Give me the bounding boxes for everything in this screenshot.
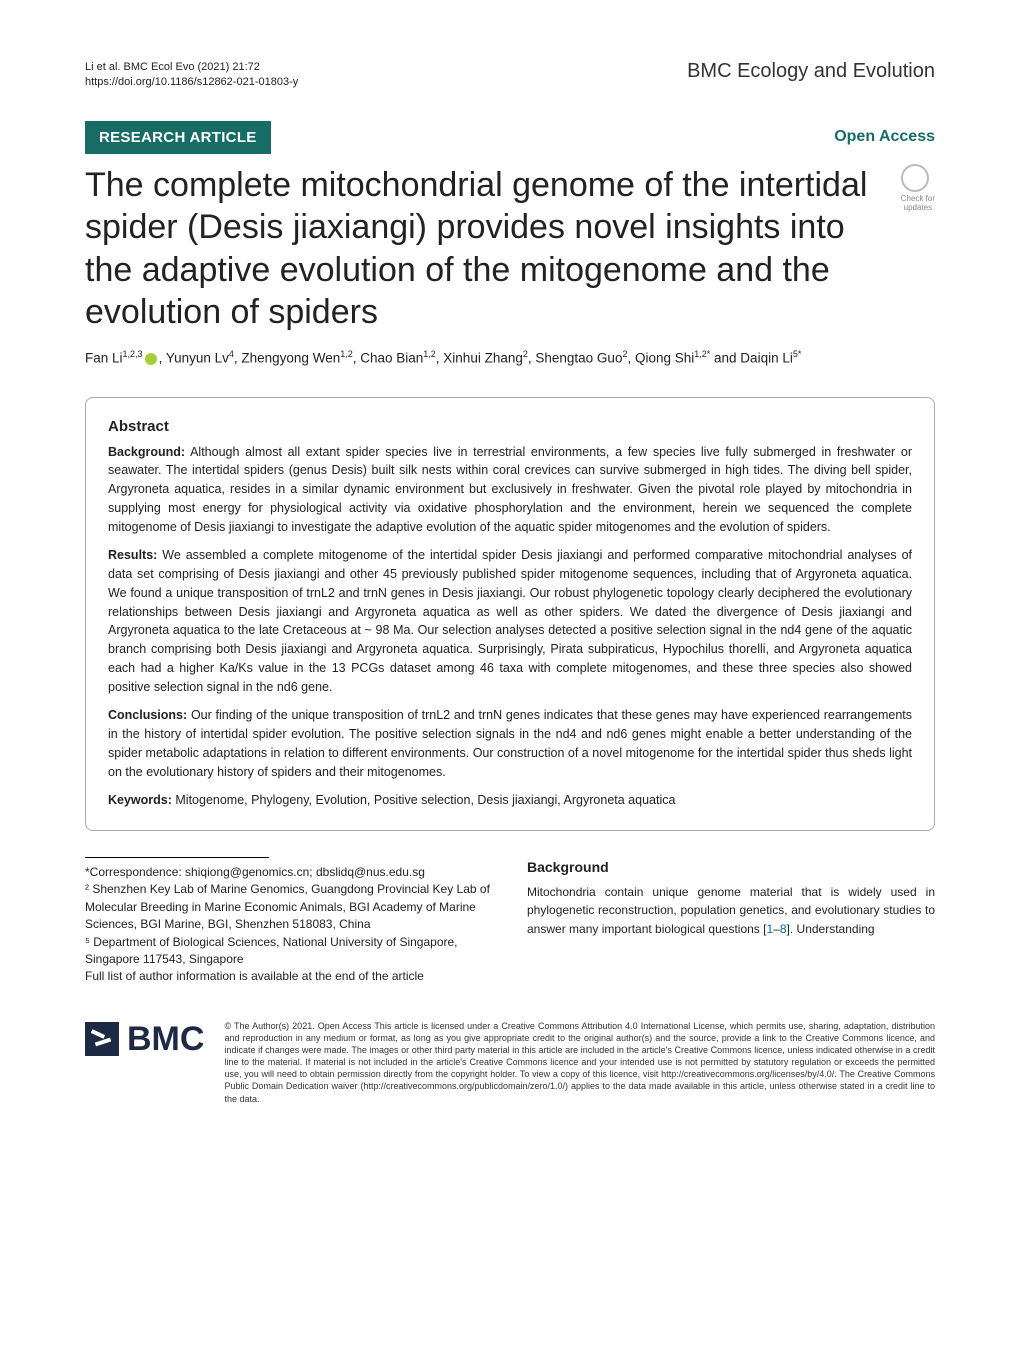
banner-row: RESEARCH ARTICLE Open Access bbox=[85, 121, 935, 154]
bmc-logo-text: BMC bbox=[127, 1020, 204, 1059]
background-text-2: ]. Understanding bbox=[787, 922, 875, 936]
header-left: Li et al. BMC Ecol Evo (2021) 21:72 http… bbox=[85, 60, 298, 91]
abstract-background: Background: Although almost all extant s… bbox=[108, 443, 912, 537]
crossmark-widget[interactable]: Check for updates bbox=[901, 164, 935, 212]
crossmark-icon bbox=[901, 164, 929, 192]
abstract-conclusions-text: Our finding of the unique transposition … bbox=[108, 708, 912, 778]
bmc-logo: BMC bbox=[85, 1020, 204, 1059]
citation-text: Li et al. BMC Ecol Evo (2021) 21:72 bbox=[85, 60, 298, 75]
correspondence-emails: *Correspondence: shiqiong@genomics.cn; d… bbox=[85, 864, 493, 881]
title-row: The complete mitochondrial genome of the… bbox=[85, 164, 935, 348]
keywords-label: Keywords: bbox=[108, 793, 172, 807]
authors-line: Fan Li1,2,3, Yunyun Lv4, Zhengyong Wen1,… bbox=[85, 348, 935, 369]
ref-link-8[interactable]: 8 bbox=[780, 922, 787, 936]
lower-columns: *Correspondence: shiqiong@genomics.cn; d… bbox=[85, 857, 935, 986]
correspondence-column: *Correspondence: shiqiong@genomics.cn; d… bbox=[85, 857, 493, 986]
abstract-box: Abstract Background: Although almost all… bbox=[85, 397, 935, 832]
abstract-heading: Abstract bbox=[108, 418, 912, 435]
doi-text: https://doi.org/10.1186/s12862-021-01803… bbox=[85, 75, 298, 90]
crossmark-line1: Check for bbox=[901, 194, 935, 203]
license-text: © The Author(s) 2021. Open Access This a… bbox=[224, 1020, 935, 1105]
background-paragraph: Mitochondria contain unique genome mater… bbox=[527, 883, 935, 939]
bmc-mark-icon bbox=[85, 1022, 119, 1056]
background-column: Background Mitochondria contain unique g… bbox=[527, 857, 935, 986]
article-title: The complete mitochondrial genome of the… bbox=[85, 164, 891, 334]
background-heading: Background bbox=[527, 857, 935, 879]
abstract-conclusions: Conclusions: Our finding of the unique t… bbox=[108, 706, 912, 781]
ref-dash: – bbox=[773, 922, 780, 936]
abstract-keywords: Keywords: Mitogenome, Phylogeny, Evoluti… bbox=[108, 791, 912, 810]
article-type-badge: RESEARCH ARTICLE bbox=[85, 121, 271, 154]
author-info-note: Full list of author information is avail… bbox=[85, 968, 493, 985]
footer: BMC © The Author(s) 2021. Open Access Th… bbox=[85, 1020, 935, 1105]
keywords-text: Mitogenome, Phylogeny, Evolution, Positi… bbox=[172, 793, 676, 807]
affiliation-5: ⁵ Department of Biological Sciences, Nat… bbox=[85, 934, 493, 969]
abstract-background-text: Although almost all extant spider specie… bbox=[108, 445, 912, 534]
crossmark-line2: updates bbox=[901, 203, 935, 212]
page-container: Li et al. BMC Ecol Evo (2021) 21:72 http… bbox=[0, 0, 1020, 1145]
abstract-background-label: Background: bbox=[108, 445, 185, 459]
journal-name: BMC Ecology and Evolution bbox=[687, 60, 935, 83]
abstract-results-label: Results: bbox=[108, 548, 157, 562]
correspondence-divider bbox=[85, 857, 269, 858]
running-header: Li et al. BMC Ecol Evo (2021) 21:72 http… bbox=[85, 60, 935, 91]
open-access-label: Open Access bbox=[834, 128, 935, 146]
abstract-results: Results: We assembled a complete mitogen… bbox=[108, 546, 912, 696]
abstract-results-text: We assembled a complete mitogenome of th… bbox=[108, 548, 912, 693]
affiliation-2: ² Shenzhen Key Lab of Marine Genomics, G… bbox=[85, 881, 493, 933]
abstract-conclusions-label: Conclusions: bbox=[108, 708, 187, 722]
